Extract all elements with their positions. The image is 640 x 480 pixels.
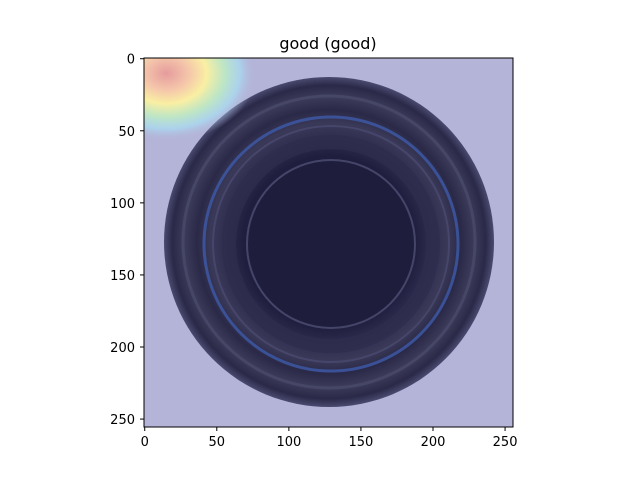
x-tick-label: 150 [349,435,374,450]
chart-title: good (good) [279,34,376,53]
y-tick-label: 50 [118,125,135,140]
x-tick-label: 250 [493,435,518,450]
x-axis: 0 50 100 150 200 250 [141,427,518,450]
y-tick-label: 100 [110,197,135,212]
bottle-blue-ring [202,115,460,373]
bottle-texture-ring [222,135,440,353]
plot-frame [143,57,514,428]
y-axis: 0 50 100 150 200 250 [110,53,144,428]
y-tick-label: 200 [110,341,135,356]
plot-area [143,57,514,428]
y-tick-label: 250 [110,413,135,428]
heatmap-hotspot [144,58,257,142]
x-tick-label: 50 [209,435,226,450]
bottle-center [246,159,416,329]
x-tick-label: 200 [421,435,446,450]
y-tick-label: 150 [110,269,135,284]
bottle-ring [181,94,477,390]
y-tick-label: 0 [127,53,135,68]
x-tick-label: 100 [276,435,301,450]
bottle-inner-ring [212,125,450,363]
x-tick-label: 0 [141,435,149,450]
